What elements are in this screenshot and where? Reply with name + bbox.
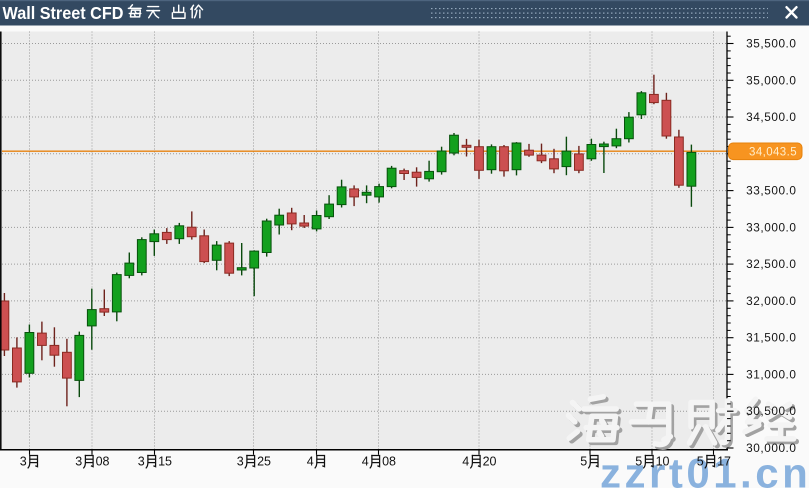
svg-text:15: 15 [158, 455, 172, 469]
svg-text:34,500.0: 34,500.0 [746, 110, 796, 124]
svg-text:Wall Street CFD: Wall Street CFD [3, 3, 124, 23]
svg-text:30,000.0: 30,000.0 [746, 441, 796, 455]
svg-text:30,500.0: 30,500.0 [746, 404, 796, 418]
svg-text:25: 25 [257, 455, 271, 469]
svg-text:5: 5 [580, 455, 587, 469]
svg-text:4: 4 [362, 455, 369, 469]
svg-text:5: 5 [697, 455, 704, 469]
svg-text:5: 5 [635, 455, 642, 469]
svg-text:35,500.0: 35,500.0 [746, 37, 796, 51]
svg-text:31,500.0: 31,500.0 [746, 331, 796, 345]
svg-text:20: 20 [483, 455, 497, 469]
svg-text:4: 4 [462, 455, 469, 469]
svg-text:32,000.0: 32,000.0 [746, 294, 796, 308]
svg-text:zzrt01.cn: zzrt01.cn [600, 450, 809, 489]
svg-text:4: 4 [307, 455, 314, 469]
svg-text:34,043.5: 34,043.5 [749, 146, 797, 158]
svg-text:17: 17 [717, 455, 731, 469]
svg-text:35,000.0: 35,000.0 [746, 73, 796, 87]
svg-text:08: 08 [382, 455, 396, 469]
svg-text:3: 3 [75, 455, 82, 469]
svg-text:10: 10 [656, 455, 670, 469]
svg-text:3: 3 [138, 455, 145, 469]
svg-text:33,500.0: 33,500.0 [746, 184, 796, 198]
svg-text:33,000.0: 33,000.0 [746, 220, 796, 234]
svg-text:3: 3 [20, 455, 27, 469]
svg-text:3: 3 [237, 455, 244, 469]
svg-text:31,000.0: 31,000.0 [746, 367, 796, 381]
svg-text:32,500.0: 32,500.0 [746, 257, 796, 271]
svg-text:08: 08 [96, 455, 110, 469]
